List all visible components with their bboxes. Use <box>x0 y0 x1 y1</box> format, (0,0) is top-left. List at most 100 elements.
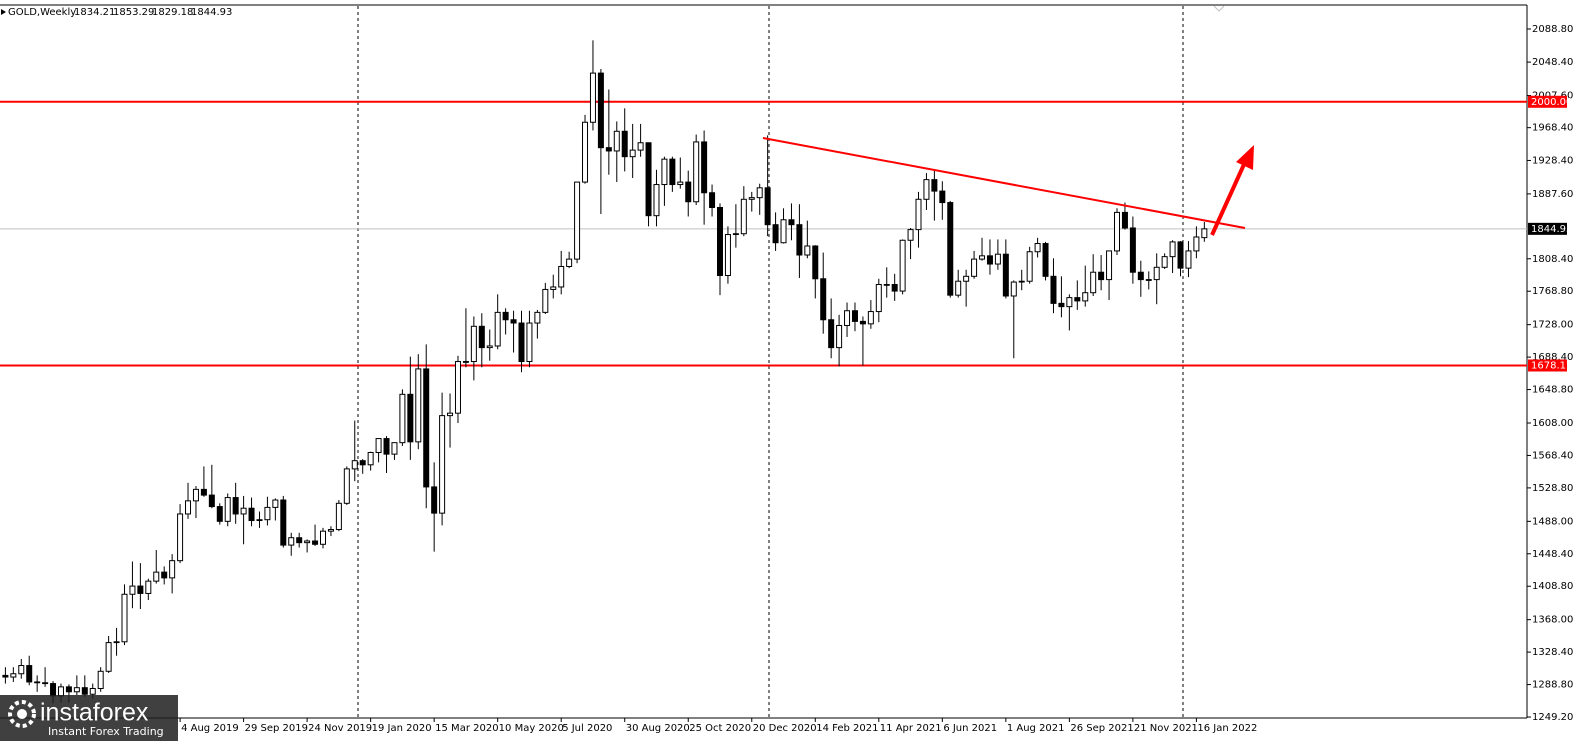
candle-body <box>1177 241 1184 269</box>
candle-body <box>502 311 509 321</box>
candle-body <box>89 687 96 695</box>
candle-body <box>335 502 342 531</box>
candle <box>669 156 676 192</box>
trend-line <box>762 137 1246 229</box>
candle-body <box>828 319 835 349</box>
candle <box>18 658 25 679</box>
candle-body <box>979 255 986 260</box>
candle-body <box>65 686 72 693</box>
candle <box>232 482 239 524</box>
candle-body <box>589 72 596 123</box>
candle <box>200 466 207 497</box>
candle-body <box>1082 292 1089 302</box>
candle-body <box>1066 297 1073 308</box>
candle-body <box>891 284 898 292</box>
candle-body <box>1050 275 1057 304</box>
candle-body <box>1106 250 1113 281</box>
candle <box>605 89 612 175</box>
candle <box>367 451 374 471</box>
candle <box>423 344 430 509</box>
candle-body <box>1161 256 1168 268</box>
x-tick-label: 14 Feb 2021 <box>816 723 878 734</box>
candle <box>486 329 493 361</box>
candle-body <box>788 219 795 226</box>
candle-body <box>343 468 350 504</box>
candle-body <box>1058 302 1065 308</box>
candle-body <box>327 529 334 532</box>
candle-body <box>1018 280 1025 283</box>
candle <box>73 675 80 696</box>
candle-body <box>566 258 573 267</box>
candle-body <box>605 147 612 152</box>
candle-body <box>478 325 485 349</box>
candle-body <box>1034 243 1041 253</box>
candle-body <box>748 197 755 200</box>
candle <box>740 186 747 237</box>
candle-body <box>724 234 731 276</box>
candle <box>859 316 866 366</box>
candle-body <box>851 310 858 322</box>
candle-body <box>947 202 954 296</box>
header-open: 1834.21 <box>74 7 115 18</box>
candle <box>1002 239 1009 299</box>
x-tick-label: 10 May 2020 <box>499 723 564 734</box>
candle-body <box>454 361 461 414</box>
y-tick-label: 1808.40 <box>1532 254 1573 265</box>
candle-body <box>661 158 668 186</box>
candle <box>113 627 120 656</box>
candle <box>280 495 287 548</box>
candle <box>796 204 803 278</box>
x-tick-label: 24 Nov 2019 <box>308 723 372 734</box>
candle <box>788 203 795 241</box>
candle <box>1042 241 1049 281</box>
candle <box>732 204 739 248</box>
candle <box>637 123 644 157</box>
candle <box>994 239 1001 270</box>
candle-body <box>26 665 33 683</box>
candle-body <box>994 253 1001 265</box>
x-tick-label: 30 Aug 2020 <box>626 723 690 734</box>
candle <box>780 208 787 244</box>
candle-body <box>907 229 914 241</box>
y-tick-label: 1448.40 <box>1532 549 1573 560</box>
candle <box>621 108 628 172</box>
candle-body <box>105 642 112 672</box>
candle <box>81 675 88 697</box>
candle-body <box>1129 227 1136 273</box>
y-tick-label: 1648.80 <box>1532 385 1573 396</box>
y-tick-label: 1608.00 <box>1532 418 1573 429</box>
candle-body <box>931 179 938 192</box>
candle <box>963 269 970 307</box>
x-tick-label: 20 Dec 2020 <box>753 723 817 734</box>
candle-body <box>836 324 843 349</box>
x-tick-label: 29 Sep 2019 <box>245 723 308 734</box>
candle <box>1106 250 1113 301</box>
candle <box>1193 226 1200 259</box>
candles-layer <box>2 40 1208 704</box>
candle-body <box>582 121 589 183</box>
price-label-box <box>1528 222 1567 235</box>
candle <box>756 183 763 215</box>
candle-body <box>1010 281 1017 297</box>
candle <box>677 157 684 189</box>
candle <box>2 667 9 684</box>
candle <box>629 123 636 178</box>
candle <box>1161 253 1168 269</box>
candle-body <box>232 497 239 515</box>
candle <box>915 191 922 248</box>
candle <box>645 142 652 227</box>
candle <box>820 252 827 334</box>
candle-body <box>415 368 422 443</box>
candle <box>415 354 422 450</box>
candle <box>1050 258 1057 314</box>
candle <box>296 532 303 548</box>
y-tick-label: 1328.40 <box>1532 647 1573 658</box>
candle-body <box>844 310 851 326</box>
candle <box>502 308 509 335</box>
candle-body <box>899 239 906 292</box>
y-tick-label: 1288.80 <box>1532 680 1573 691</box>
header-close: 1844.93 <box>191 7 232 18</box>
arrow-head <box>1236 145 1254 170</box>
candle <box>105 636 112 673</box>
candle-body <box>10 673 17 678</box>
